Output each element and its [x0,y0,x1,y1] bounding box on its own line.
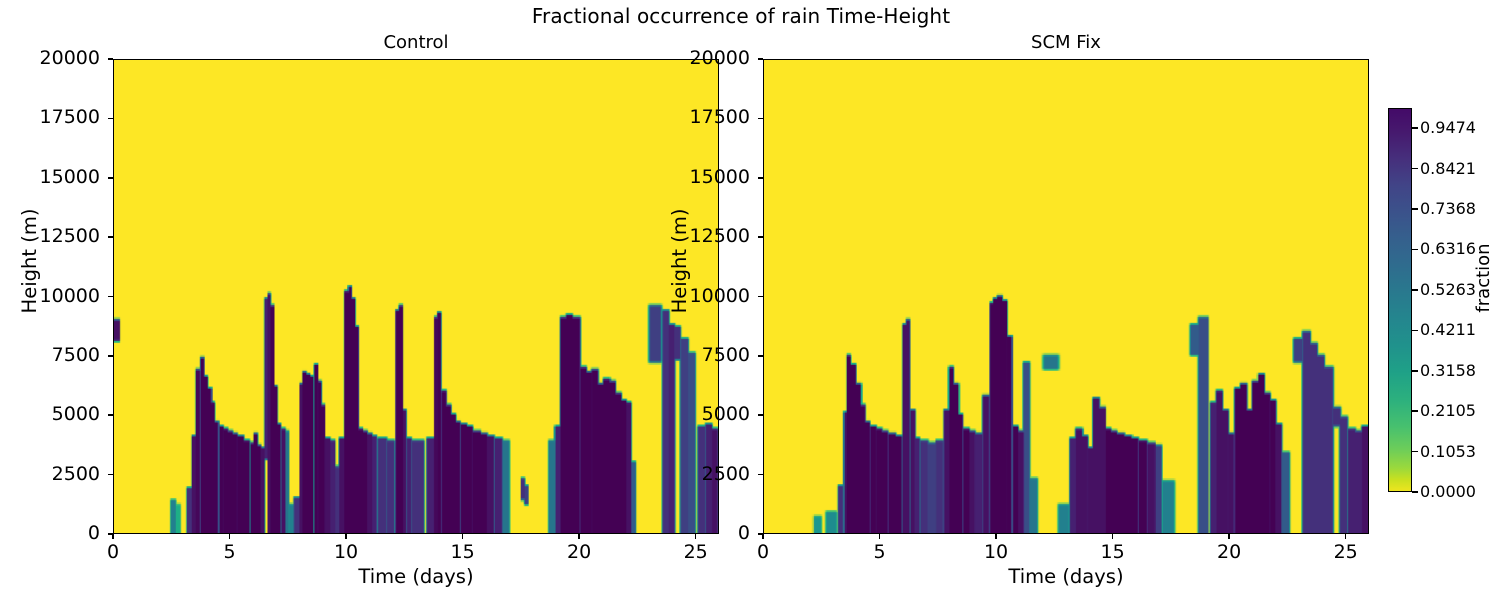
colorbar-tick-label-7: 0.7368 [1420,199,1476,219]
x-tick-scmfix-3 [1111,534,1114,539]
y-tick-scmfix-7 [758,117,763,120]
y-tick-label-control-6: 15000 [39,165,100,188]
x-tick-control-1 [228,534,231,539]
y-axis-label-control: Height (m) [18,208,41,314]
y-tick-label-control-1: 2500 [51,462,100,485]
y-tick-control-4 [108,295,113,298]
colorbar-tick-label-6: 0.6316 [1420,239,1476,259]
y-tick-label-scmfix-2: 5000 [701,403,750,426]
colorbar-tick-label-1: 0.1053 [1420,441,1476,461]
y-tick-label-scmfix-0: 0 [737,522,750,544]
x-tick-label-scmfix-1: 5 [873,541,886,563]
y-tick-label-scmfix-3: 7500 [701,343,750,366]
colorbar-tick-5 [1412,289,1418,291]
colorbar-tick-label-5: 0.5263 [1420,279,1476,299]
y-tick-scmfix-2 [758,414,763,417]
colorbar-tick-label-8: 0.8421 [1420,158,1476,178]
x-tick-scmfix-5 [1344,534,1347,539]
y-tick-control-6 [108,176,113,179]
y-tick-scmfix-6 [758,176,763,179]
x-tick-control-2 [345,534,347,539]
x-tick-label-scmfix-5: 25 [1333,541,1358,563]
x-tick-label-control-0: 0 [106,541,120,563]
y-tick-scmfix-1 [758,473,763,476]
y-tick-scmfix-0 [758,533,763,535]
colorbar-tick-8 [1412,167,1418,170]
figure-title-text: Fractional occurrence of rain Time-Heigh… [531,4,951,28]
x-tick-label-scmfix-2: 10 [983,541,1009,563]
colorbar-tick-0 [1412,491,1418,493]
y-tick-label-scmfix-8: 20000 [689,47,750,69]
colorbar-label: fraction [1473,243,1494,313]
heatmap-panel-control[interactable] [113,59,719,534]
y-tick-label-control-3: 7500 [51,343,100,366]
colorbar-tick-label-0: 0.0000 [1420,482,1476,501]
x-tick-label-control-2: 10 [333,541,359,563]
x-tick-scmfix-0 [762,534,764,539]
x-axis-label-scmfix: Time (days) [1008,565,1124,588]
x-tick-label-scmfix-3: 15 [1100,541,1125,563]
y-tick-control-7 [108,117,113,120]
colorbar-tick-4 [1412,329,1418,332]
colorbar-tick-label-3: 0.3158 [1420,360,1476,380]
heatmap-canvas-scmfix [764,60,1368,533]
y-tick-label-control-2: 5000 [51,403,100,426]
colorbar-tick-label-2: 0.2105 [1420,401,1476,421]
x-tick-control-4 [578,534,580,539]
y-tick-scmfix-8 [758,58,763,60]
x-tick-scmfix-2 [995,534,997,539]
y-tick-label-scmfix-6: 15000 [689,165,750,188]
colorbar-tick-label-9: 0.9474 [1420,118,1476,138]
colorbar-tick-label-4: 0.4211 [1420,320,1476,340]
x-tick-scmfix-4 [1228,534,1230,539]
colorbar[interactable] [1388,108,1412,492]
x-tick-label-scmfix-4: 20 [1217,541,1242,563]
x-tick-label-control-1: 5 [223,541,236,563]
y-tick-scmfix-3 [758,355,763,357]
x-tick-control-5 [694,534,697,539]
heatmap-panel-scmfix[interactable] [763,59,1369,534]
colorbar-tick-7 [1412,208,1418,210]
figure-title: Fractional occurrence of rain Time-Heigh… [0,2,1500,30]
colorbar-tick-2 [1412,410,1418,412]
y-tick-label-control-0: 0 [87,522,100,544]
x-tick-label-control-5: 25 [683,541,708,563]
colorbar-tick-9 [1412,127,1418,129]
x-tick-control-3 [461,534,464,539]
y-tick-control-0 [108,533,113,535]
panel-title-control: Control [383,32,449,53]
panel-title-scmfix: SCM Fix [1031,32,1101,53]
x-tick-control-0 [112,534,114,539]
y-tick-label-control-4: 10000 [39,284,100,307]
x-tick-label-control-3: 15 [450,541,475,563]
y-tick-label-scmfix-5: 12500 [689,225,750,248]
y-tick-scmfix-5 [758,236,763,238]
colorbar-tick-6 [1412,248,1418,251]
colorbar-tick-1 [1412,450,1418,453]
y-tick-control-5 [108,236,113,238]
y-tick-control-8 [108,58,113,60]
y-tick-control-1 [108,473,113,476]
x-axis-label-control: Time (days) [358,565,474,588]
y-tick-label-scmfix-1: 2500 [701,462,750,485]
y-tick-control-3 [108,355,113,357]
y-tick-label-control-5: 12500 [39,225,100,248]
x-tick-scmfix-1 [878,534,881,539]
y-tick-label-scmfix-7: 17500 [689,106,750,129]
y-axis-label-scmfix: Height (m) [668,208,691,314]
y-tick-label-control-7: 17500 [39,106,100,129]
y-tick-label-scmfix-4: 10000 [689,284,750,307]
heatmap-canvas-control [114,60,718,533]
x-tick-label-control-4: 20 [567,541,592,563]
x-tick-label-scmfix-0: 0 [756,541,770,563]
y-tick-control-2 [108,414,113,417]
y-tick-scmfix-4 [758,295,763,298]
colorbar-tick-3 [1412,370,1418,372]
y-tick-label-control-8: 20000 [39,47,100,69]
